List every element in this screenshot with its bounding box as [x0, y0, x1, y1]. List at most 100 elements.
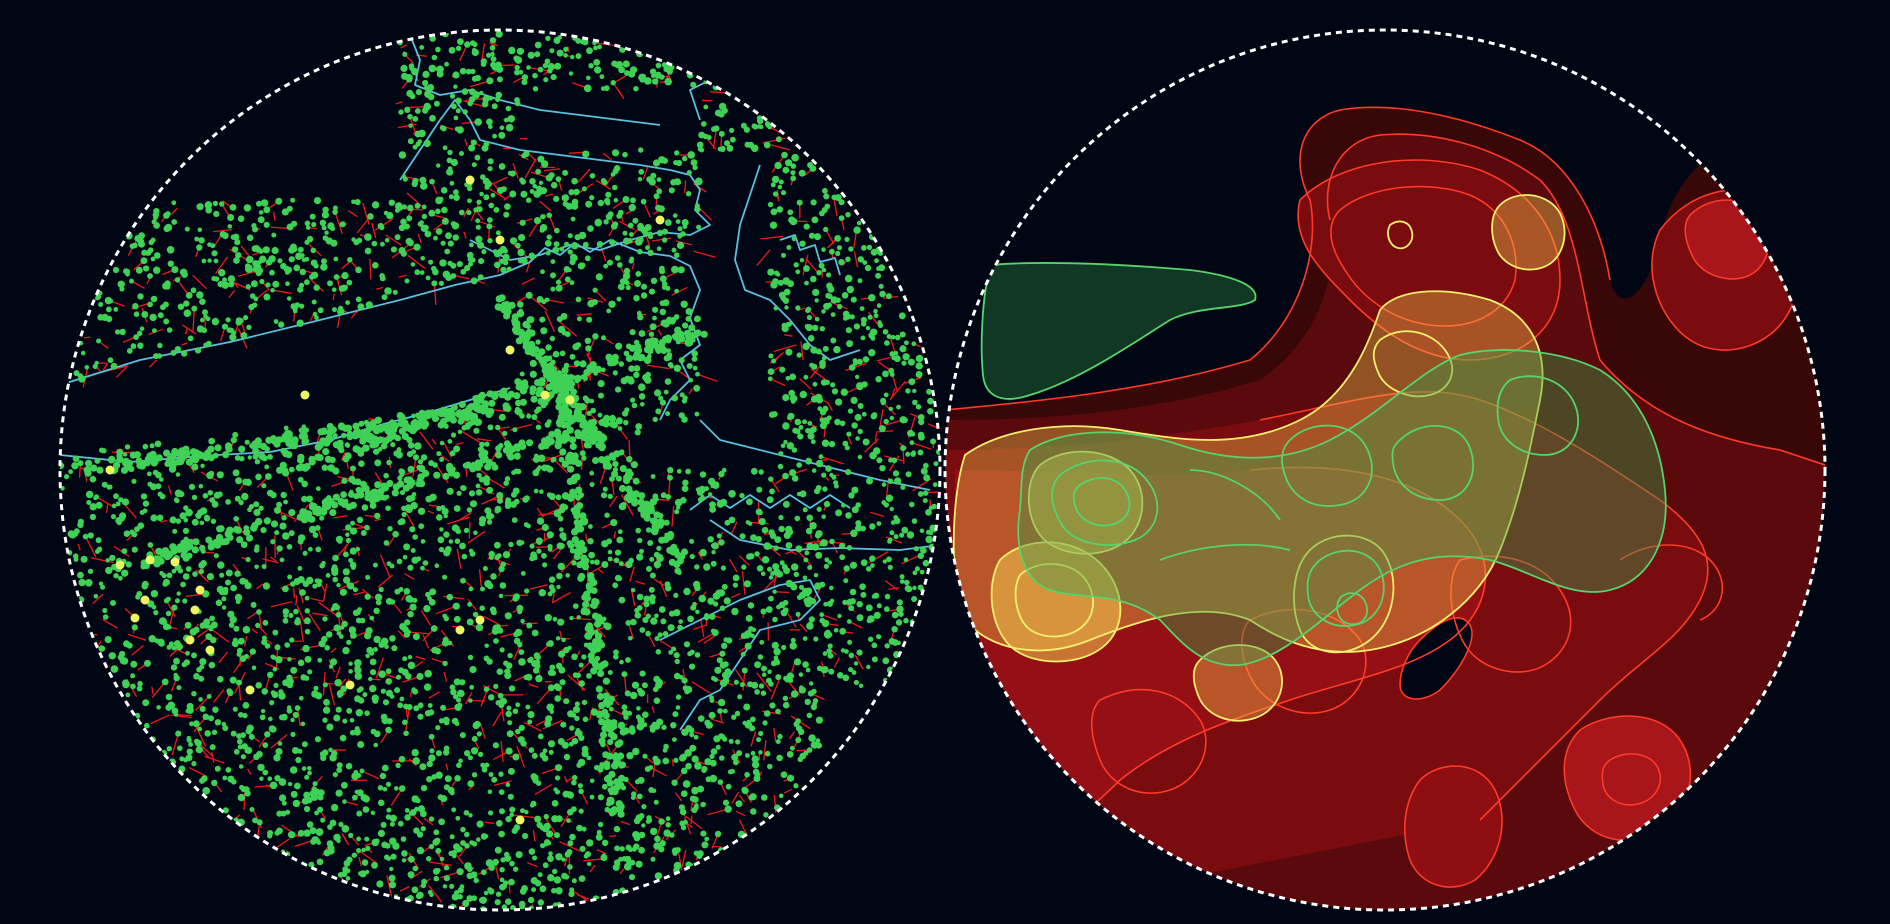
point-marker: [487, 424, 494, 431]
point-marker: [621, 704, 628, 711]
point-marker: [356, 848, 362, 853]
point-marker: [589, 778, 595, 784]
point-marker: [505, 105, 512, 112]
point-marker: [290, 717, 295, 723]
point-marker: [161, 678, 169, 686]
point-marker: [901, 526, 909, 534]
point-marker: [441, 217, 449, 225]
point-marker: [767, 368, 775, 375]
point-marker: [715, 744, 721, 750]
point-marker: [512, 427, 518, 433]
point-marker: [708, 711, 716, 719]
point-marker: [634, 280, 641, 287]
point-marker: [906, 531, 915, 539]
point-marker: [404, 808, 410, 813]
point-marker: [369, 684, 377, 693]
point-marker: [653, 560, 662, 569]
point-marker: [232, 706, 238, 712]
point-marker: [488, 888, 495, 895]
street-segment: [423, 817, 434, 826]
point-marker: [762, 720, 768, 726]
point-marker: [200, 317, 205, 323]
point-marker: [659, 268, 666, 275]
point-marker: [569, 615, 574, 621]
point-marker: [638, 847, 645, 854]
point-marker: [238, 764, 244, 769]
point-marker: [93, 594, 99, 599]
point-marker: [571, 653, 578, 661]
point-marker: [167, 260, 174, 267]
point-marker: [202, 493, 209, 499]
street-segment: [731, 791, 740, 804]
point-marker: [495, 30, 503, 38]
point-marker: [330, 607, 336, 612]
point-marker: [536, 517, 545, 525]
point-marker: [150, 295, 158, 303]
point-marker: [846, 431, 852, 437]
street-segment: [296, 707, 301, 727]
point-marker: [417, 713, 424, 720]
street-segment: [693, 624, 707, 630]
point-marker: [201, 258, 207, 264]
point-marker: [467, 601, 473, 607]
point-marker: [504, 502, 512, 509]
point-marker: [680, 767, 688, 775]
point-marker: [199, 298, 206, 306]
point-marker: [826, 302, 833, 308]
point-marker: [454, 721, 460, 727]
point-marker: [373, 635, 381, 644]
point-marker: [612, 582, 619, 589]
point-marker: [423, 139, 431, 148]
street-segment: [849, 620, 863, 629]
point-marker: [642, 711, 649, 718]
point-marker: [576, 615, 581, 620]
point-marker: [745, 520, 750, 525]
point-marker: [723, 637, 729, 643]
point-marker: [398, 109, 404, 115]
point-marker: [559, 503, 567, 511]
point-marker: [645, 245, 650, 251]
point-marker: [512, 487, 520, 495]
point-marker: [537, 465, 542, 470]
point-marker: [548, 576, 556, 583]
point-marker: [371, 240, 378, 247]
point-marker: [703, 563, 711, 571]
point-marker: [409, 603, 417, 611]
point-marker: [381, 841, 388, 849]
point-marker: [336, 689, 344, 698]
point-marker: [290, 197, 296, 203]
point-marker: [304, 256, 310, 262]
point-marker: [696, 224, 702, 230]
point-marker: [582, 241, 589, 248]
street-segment: [847, 436, 853, 445]
point-marker: [280, 810, 287, 817]
point-marker: [495, 424, 501, 431]
street-segment: [889, 338, 896, 354]
point-marker: [637, 537, 643, 544]
point-marker: [184, 621, 192, 629]
point-marker: [625, 560, 633, 569]
point-marker: [175, 642, 183, 651]
point-marker: [535, 674, 543, 683]
street-segment: [774, 591, 790, 594]
point-marker: [537, 540, 542, 545]
point-marker: [470, 139, 477, 146]
street-segment: [335, 276, 343, 296]
point-marker: [146, 471, 152, 477]
point-marker: [550, 181, 558, 189]
point-marker: [488, 694, 495, 701]
point-marker: [855, 436, 860, 441]
point-marker: [460, 826, 466, 833]
point-marker: [741, 787, 749, 795]
point-marker: [570, 216, 576, 222]
point-marker: [484, 441, 490, 447]
point-marker: [321, 636, 328, 643]
point-marker: [443, 865, 450, 871]
street-segment: [750, 731, 757, 747]
point-marker: [453, 505, 461, 512]
street-segment: [820, 456, 844, 465]
point-marker: [248, 303, 255, 311]
point-marker: [263, 221, 270, 228]
point-marker: [912, 585, 917, 591]
street-segment: [589, 864, 596, 873]
